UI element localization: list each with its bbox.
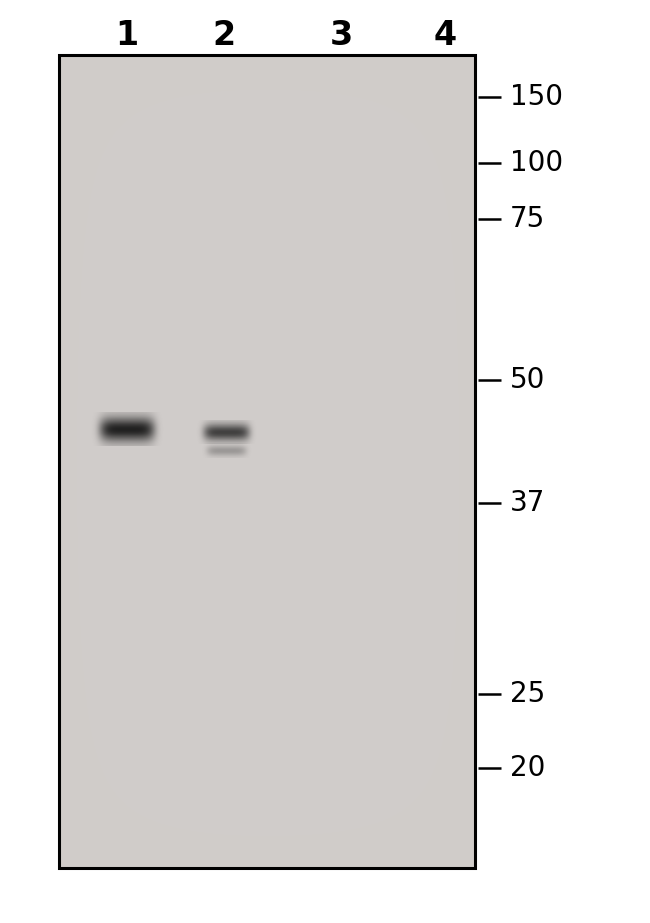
Text: 25: 25: [510, 680, 545, 708]
Text: 100: 100: [510, 150, 564, 177]
Text: 37: 37: [510, 489, 545, 517]
Text: 2: 2: [213, 18, 236, 52]
Text: 150: 150: [510, 83, 564, 111]
Text: 3: 3: [330, 18, 353, 52]
Text: 4: 4: [434, 18, 457, 52]
Text: 75: 75: [510, 205, 545, 233]
Text: 50: 50: [510, 366, 545, 394]
Text: 1: 1: [115, 18, 138, 52]
Bar: [58, 55, 474, 868]
Bar: [58, 55, 474, 868]
Text: 20: 20: [510, 754, 545, 782]
